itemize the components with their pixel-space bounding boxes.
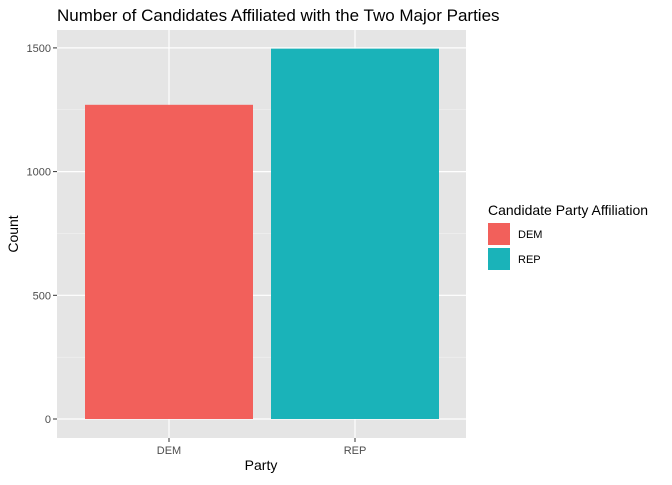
legend-label-rep: REP <box>518 254 541 266</box>
y-axis-label: Count <box>5 215 21 252</box>
legend-title: Candidate Party Affiliation <box>488 202 648 218</box>
x-tick-label: DEM <box>157 445 181 457</box>
legend-swatch-rep <box>488 248 510 270</box>
x-axis-label: Party <box>245 457 278 473</box>
y-tick-label: 1500 <box>27 43 51 55</box>
bar-dem <box>85 104 253 419</box>
legend-swatch-dem <box>488 223 510 245</box>
y-tick-label: 1000 <box>27 167 51 179</box>
bar-rep <box>271 48 439 419</box>
x-tick-label: REP <box>344 445 367 457</box>
y-tick-label: 500 <box>33 290 51 302</box>
y-tick-label: 0 <box>45 414 51 426</box>
chart-title: Number of Candidates Affiliated with the… <box>57 6 500 25</box>
legend-label-dem: DEM <box>518 229 542 241</box>
